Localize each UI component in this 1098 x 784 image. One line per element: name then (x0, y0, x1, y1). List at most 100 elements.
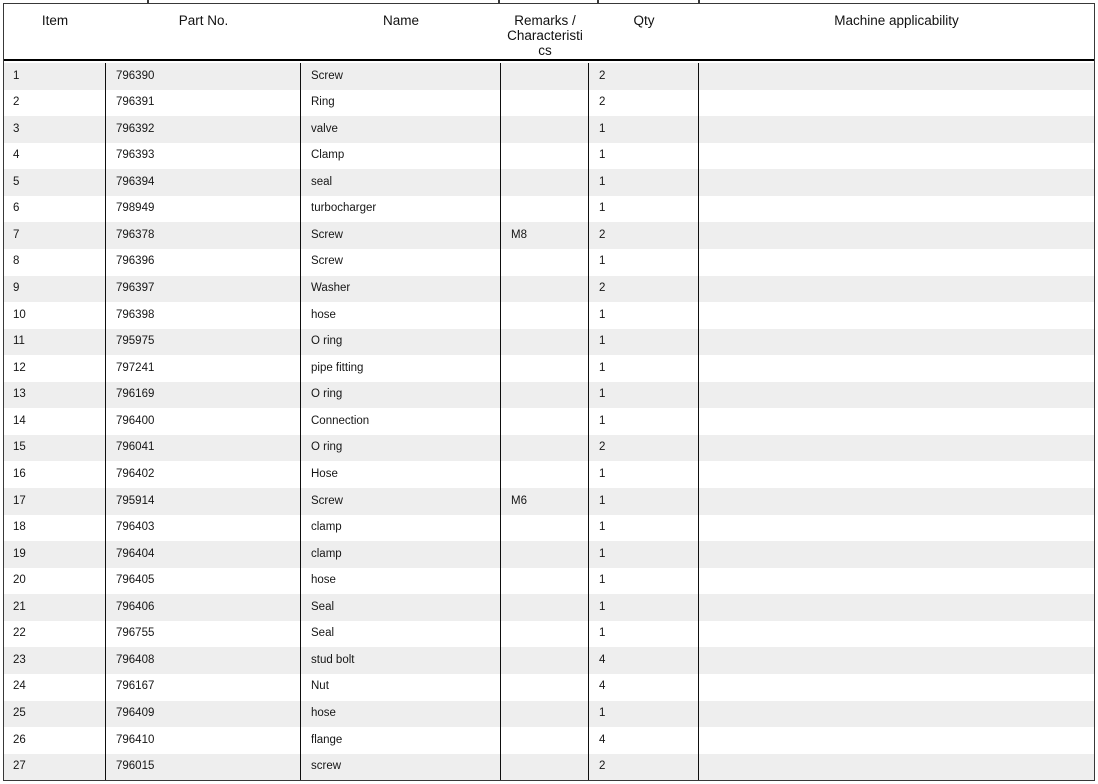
table-row: 5 796394 seal 1 (4, 169, 1094, 196)
cell-remarks (501, 408, 589, 435)
cell-name: O ring (301, 328, 501, 356)
cell-name: O ring (301, 434, 501, 462)
table-row: 18 796403 clamp 1 (4, 514, 1094, 542)
cell-name: stud bolt (301, 647, 501, 674)
cell-qty: 1 (589, 594, 699, 621)
cell-machine-applicability (699, 329, 1094, 356)
table-body: 1 796390 Screw 2 2 796391 Ring 2 3 79639… (4, 63, 1094, 781)
cell-item: 9 (4, 275, 106, 303)
cell-remarks (501, 169, 589, 196)
cell-part-no: 796015 (106, 753, 301, 781)
cell-part-no: 797241 (106, 355, 301, 382)
cell-remarks (501, 647, 589, 674)
cell-remarks (501, 63, 589, 90)
table-row: 27 796015 screw 2 (4, 753, 1094, 781)
cell-item: 5 (4, 169, 106, 196)
cell-item: 25 (4, 700, 106, 728)
cell-remarks (501, 700, 589, 728)
cell-item: 16 (4, 461, 106, 488)
cell-machine-applicability (699, 568, 1094, 595)
cell-machine-applicability (699, 435, 1094, 462)
column-header-label: Item (41, 13, 69, 28)
cell-machine-applicability (699, 382, 1094, 409)
cell-machine-applicability (699, 143, 1094, 170)
table-row: 12 797241 pipe fitting 1 (4, 355, 1094, 382)
cell-remarks (501, 328, 589, 356)
cell-machine-applicability (699, 594, 1094, 621)
cell-remarks (501, 275, 589, 303)
cell-remarks (501, 567, 589, 595)
cell-item: 6 (4, 195, 106, 223)
cell-qty: 2 (589, 275, 699, 303)
cell-qty: 4 (589, 673, 699, 701)
cell-item: 23 (4, 647, 106, 674)
cell-qty: 2 (589, 89, 699, 117)
cell-part-no: 795975 (106, 328, 301, 356)
cell-qty: 1 (589, 700, 699, 728)
cell-name: Screw (301, 222, 501, 249)
cell-machine-applicability (699, 276, 1094, 303)
table-row: 3 796392 valve 1 (4, 116, 1094, 143)
cell-name: hose (301, 567, 501, 595)
cell-name: Screw (301, 248, 501, 276)
column-header-item: Item (4, 4, 106, 59)
cell-part-no: 796378 (106, 222, 301, 249)
cell-remarks (501, 434, 589, 462)
column-header-remarks: Remarks / Characteristics (501, 4, 589, 59)
cell-part-no: 796408 (106, 647, 301, 674)
table-row: 17 795914 Screw M6 1 (4, 488, 1094, 515)
cell-qty: 1 (589, 408, 699, 435)
cell-part-no: 796405 (106, 567, 301, 595)
cell-name: clamp (301, 541, 501, 568)
cell-item: 3 (4, 116, 106, 143)
cell-qty: 1 (589, 355, 699, 382)
cell-item: 8 (4, 248, 106, 276)
cell-remarks (501, 753, 589, 781)
cell-qty: 4 (589, 727, 699, 754)
cell-machine-applicability (699, 515, 1094, 542)
table-row: 26 796410 flange 4 (4, 727, 1094, 754)
table-row: 23 796408 stud bolt 4 (4, 647, 1094, 674)
column-header-label: Remarks / Characteristics (507, 13, 583, 58)
column-header-label: Machine applicability (834, 13, 959, 28)
cell-part-no: 796041 (106, 434, 301, 462)
table-row: 7 796378 Screw M8 2 (4, 222, 1094, 249)
cell-remarks (501, 355, 589, 382)
cell-name: Hose (301, 461, 501, 488)
cell-name: clamp (301, 514, 501, 542)
cell-machine-applicability (699, 701, 1094, 728)
cell-remarks (501, 541, 589, 568)
cell-machine-applicability (699, 116, 1094, 143)
table-row: 21 796406 Seal 1 (4, 594, 1094, 621)
cell-machine-applicability (699, 408, 1094, 435)
cell-qty: 1 (589, 381, 699, 409)
cell-remarks (501, 381, 589, 409)
cell-qty: 1 (589, 195, 699, 223)
cell-machine-applicability (699, 754, 1094, 781)
cell-item: 19 (4, 541, 106, 568)
cell-item: 21 (4, 594, 106, 621)
table-row: 4 796393 Clamp 1 (4, 142, 1094, 170)
cell-machine-applicability (699, 249, 1094, 276)
column-header-name: Name (301, 4, 501, 59)
cell-name: Washer (301, 275, 501, 303)
cell-qty: 1 (589, 488, 699, 515)
cell-machine-applicability (699, 90, 1094, 117)
cell-part-no: 798949 (106, 195, 301, 223)
cell-qty: 2 (589, 434, 699, 462)
cell-qty: 1 (589, 248, 699, 276)
table-row: 10 796398 hose 1 (4, 302, 1094, 329)
table-row: 24 796167 Nut 4 (4, 673, 1094, 701)
cell-item: 26 (4, 727, 106, 754)
cell-item: 13 (4, 381, 106, 409)
cell-remarks: M8 (501, 222, 589, 249)
cell-qty: 1 (589, 116, 699, 143)
cell-item: 4 (4, 142, 106, 170)
column-header-qty: Qty (589, 4, 699, 59)
cell-item: 1 (4, 63, 106, 90)
cell-remarks (501, 727, 589, 754)
cell-part-no: 796404 (106, 541, 301, 568)
cell-qty: 1 (589, 461, 699, 488)
cell-remarks (501, 673, 589, 701)
cell-part-no: 796392 (106, 116, 301, 143)
